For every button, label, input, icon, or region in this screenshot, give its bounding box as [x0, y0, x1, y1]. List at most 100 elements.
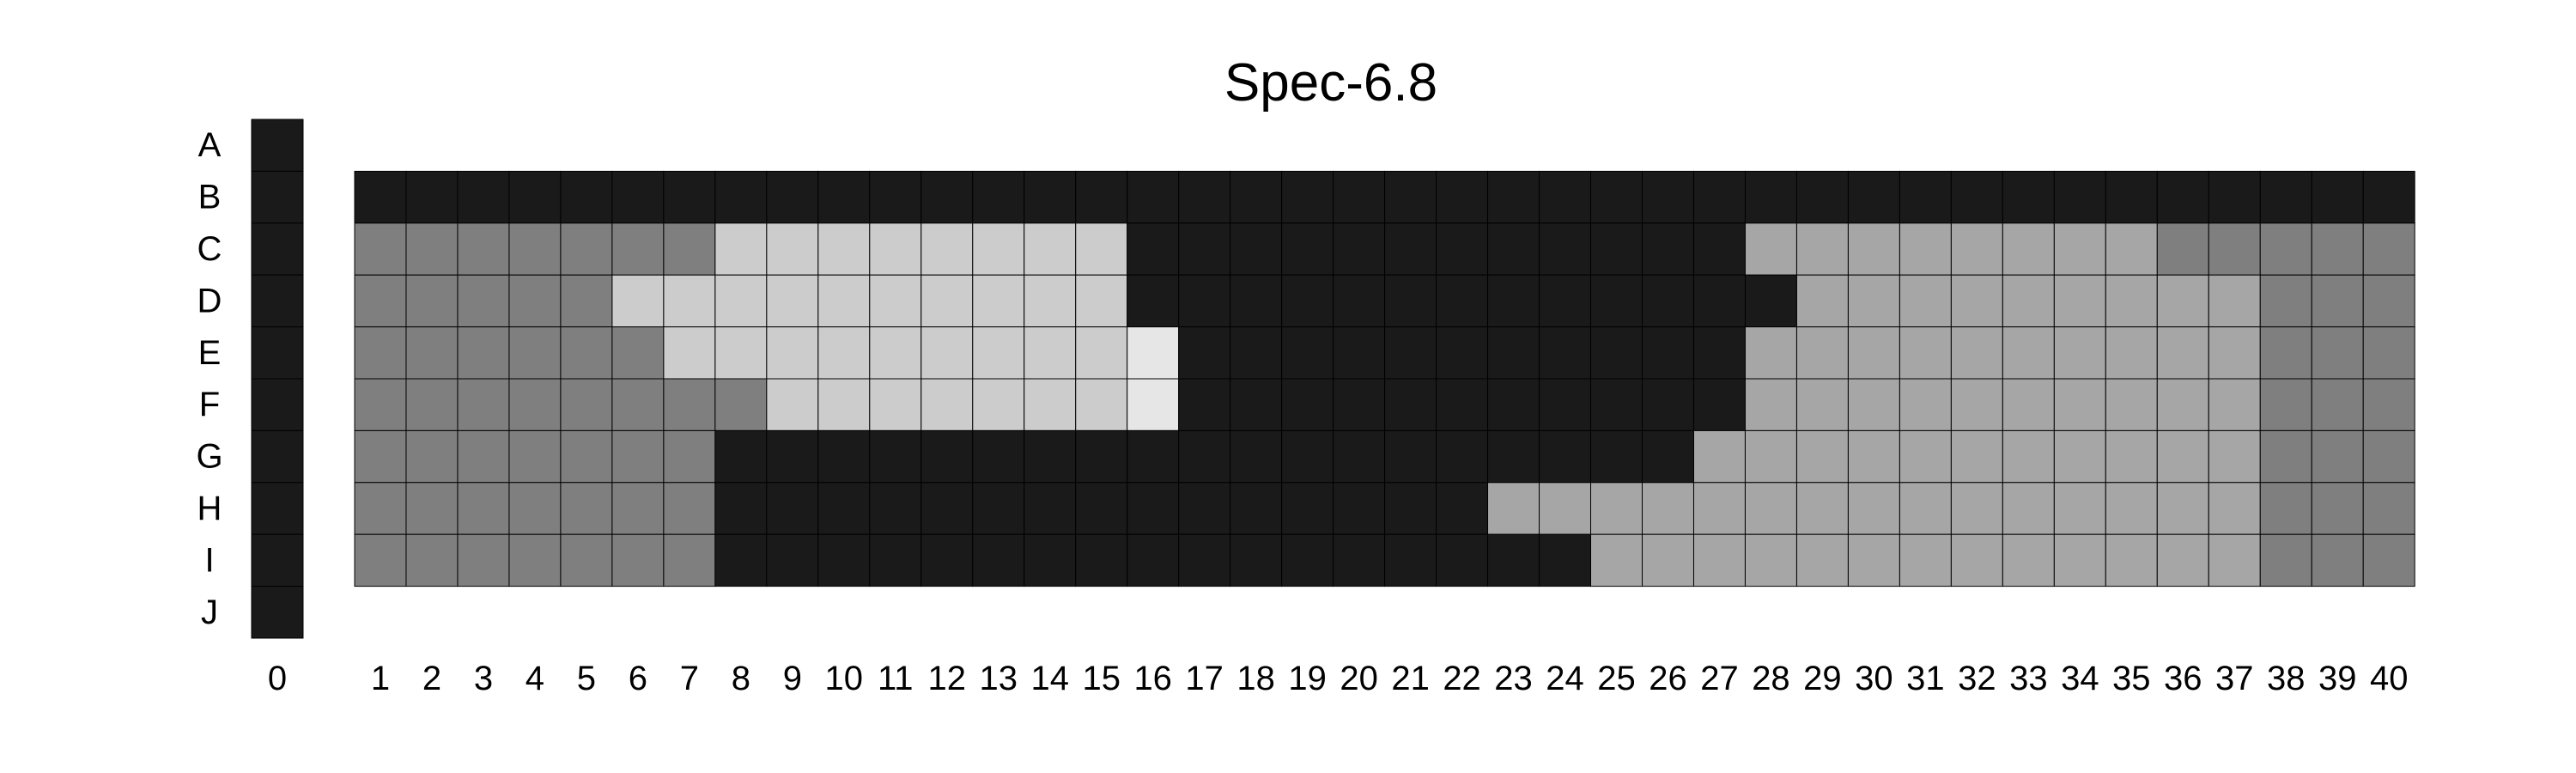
x-tick-label: 2 — [422, 660, 441, 697]
row-label: A — [198, 126, 222, 164]
heatmap-cell — [1436, 533, 1489, 587]
x-tick-label: 23 — [1494, 660, 1533, 697]
heatmap-cell — [251, 222, 304, 276]
row-label: F — [199, 386, 220, 423]
heatmap-cell — [2362, 482, 2415, 535]
heatmap-cell — [1642, 274, 1694, 328]
row-label: G — [196, 438, 222, 476]
heatmap-cell — [1281, 482, 1334, 535]
heatmap-cell — [766, 429, 819, 484]
heatmap-cell — [1178, 429, 1231, 484]
heatmap-cell — [1744, 274, 1797, 328]
heatmap-cell — [1281, 222, 1334, 276]
heatmap-cell — [508, 170, 562, 224]
heatmap-cell — [1230, 378, 1283, 431]
heatmap-cell — [1642, 378, 1694, 431]
heatmap-cell — [1950, 222, 2003, 276]
heatmap-cell — [817, 170, 871, 224]
heatmap-cell — [2053, 482, 2106, 535]
heatmap-cell — [1744, 378, 1797, 431]
heatmap-cell — [560, 274, 613, 328]
heatmap-cell — [1642, 326, 1694, 380]
heatmap-cell — [1024, 222, 1077, 276]
heatmap-cell — [2156, 326, 2209, 380]
x-tick-label: 37 — [2215, 660, 2254, 697]
heatmap-cell — [817, 482, 871, 535]
heatmap-cell — [1384, 274, 1437, 328]
heatmap-cell — [1642, 222, 1694, 276]
heatmap-cell — [1590, 274, 1643, 328]
heatmap-cell — [714, 326, 768, 380]
heatmap-cell — [1436, 274, 1489, 328]
x-tick-label: 34 — [2061, 660, 2099, 697]
heatmap-cell — [1384, 378, 1437, 431]
x-tick-label: 31 — [1906, 660, 1945, 697]
heatmap-cell — [1744, 482, 1797, 535]
heatmap-cell — [1539, 429, 1592, 484]
heatmap-cell — [2156, 429, 2209, 484]
heatmap-cell — [1539, 533, 1592, 587]
x-tick-label: 25 — [1597, 660, 1636, 697]
heatmap-cell — [2156, 170, 2209, 224]
x-tick-label: 22 — [1443, 660, 1481, 697]
heatmap-cell — [1590, 222, 1643, 276]
heatmap-cell — [1024, 378, 1077, 431]
heatmap-cell — [1230, 326, 1283, 380]
x-tick-label: 1 — [371, 660, 390, 697]
heatmap-cell — [251, 119, 304, 172]
heatmap-cell — [560, 326, 613, 380]
heatmap-cell — [663, 274, 716, 328]
heatmap-cell — [2259, 326, 2312, 380]
row-label: I — [204, 541, 214, 579]
heatmap-cell — [1075, 170, 1128, 224]
heatmap-cell — [766, 378, 819, 431]
row-label: D — [197, 282, 222, 320]
heatmap-cell — [1899, 222, 1952, 276]
heatmap-cell — [1127, 378, 1180, 431]
heatmap-cell — [2259, 274, 2312, 328]
heatmap-cell — [251, 326, 304, 380]
x-tick-label: 12 — [928, 660, 967, 697]
heatmap-cell — [2208, 533, 2261, 587]
heatmap-cell — [1795, 378, 1849, 431]
heatmap-cell — [1847, 482, 1900, 535]
chart-title: Spec-6.8 — [1224, 53, 1437, 113]
heatmap-cell — [1487, 533, 1540, 587]
heatmap-cell — [1281, 429, 1334, 484]
heatmap-cell — [1024, 482, 1077, 535]
heatmap-cell — [869, 378, 922, 431]
heatmap-cell — [405, 326, 459, 380]
heatmap-cell — [2208, 222, 2261, 276]
heatmap-cell — [251, 378, 304, 431]
heatmap-cell — [2362, 274, 2415, 328]
heatmap-cell — [1075, 222, 1128, 276]
heatmap-cell — [457, 274, 510, 328]
heatmap-cell — [817, 222, 871, 276]
heatmap-cell — [354, 378, 407, 431]
heatmap-cell — [2156, 533, 2209, 587]
heatmap-cell — [611, 170, 665, 224]
heatmap-cell — [1590, 429, 1643, 484]
heatmap-cell — [1281, 274, 1334, 328]
heatmap-cell — [611, 378, 665, 431]
heatmap-cell — [1230, 429, 1283, 484]
heatmap-cell — [766, 482, 819, 535]
heatmap-cell — [869, 222, 922, 276]
heatmap-cell — [1847, 170, 1900, 224]
heatmap-cell — [1384, 482, 1437, 535]
heatmap-cell — [1744, 533, 1797, 587]
heatmap-cell — [1692, 533, 1746, 587]
heatmap-cell — [560, 482, 613, 535]
heatmap-cell — [663, 482, 716, 535]
x-tick-label: 38 — [2267, 660, 2306, 697]
heatmap-cell — [1024, 429, 1077, 484]
heatmap-cell — [714, 429, 768, 484]
heatmap-cell — [1899, 274, 1952, 328]
heatmap-cell — [1333, 378, 1386, 431]
heatmap-cell — [1127, 274, 1180, 328]
heatmap-cell — [1281, 533, 1334, 587]
heatmap-cell — [1230, 482, 1283, 535]
x-tick-label: 4 — [526, 660, 544, 697]
x-tick-label: 7 — [680, 660, 699, 697]
